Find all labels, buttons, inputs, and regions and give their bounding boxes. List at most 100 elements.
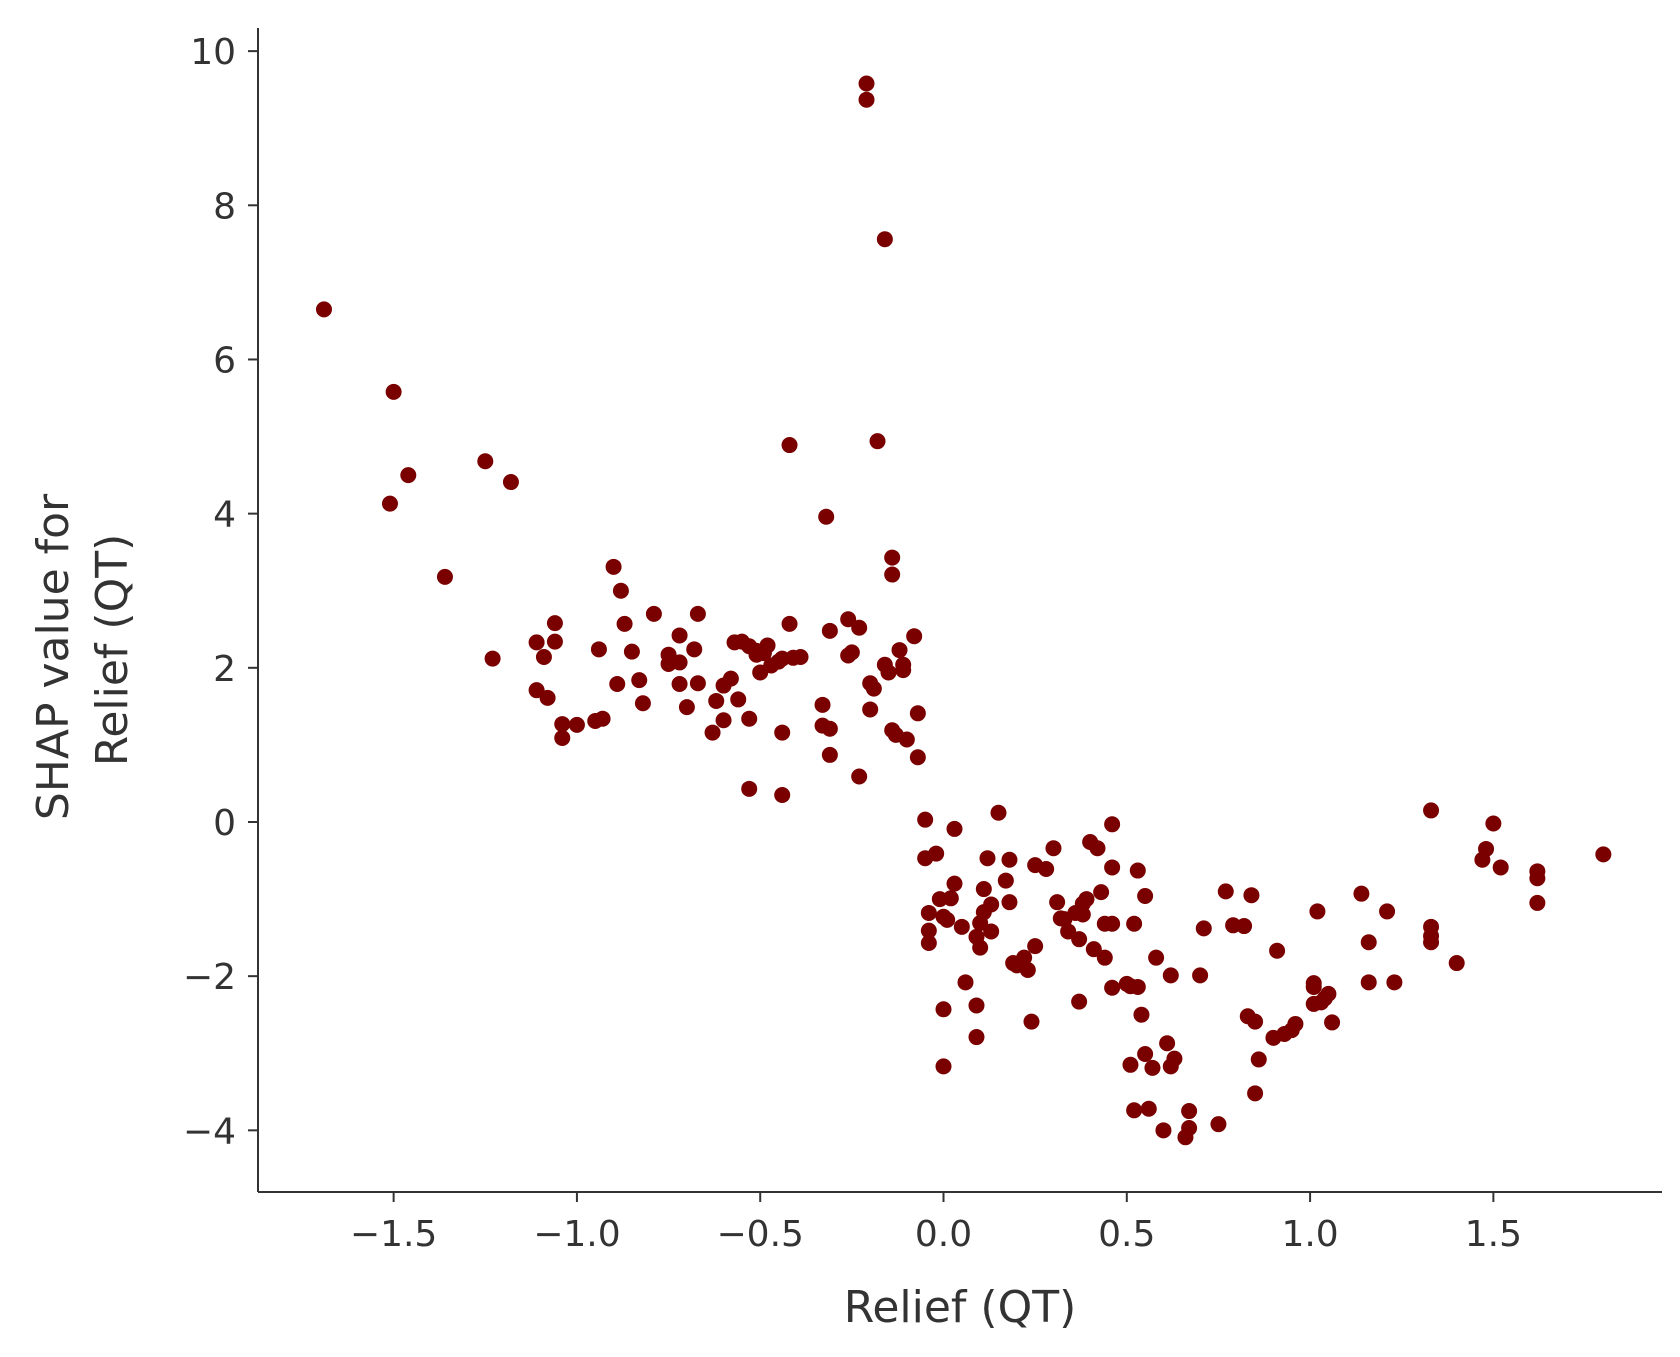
data-point bbox=[821, 720, 838, 737]
data-point bbox=[814, 696, 831, 713]
data-point bbox=[1093, 884, 1110, 901]
data-point bbox=[1386, 974, 1403, 991]
data-point bbox=[1195, 920, 1212, 937]
y-tick-label: 2 bbox=[213, 649, 236, 690]
data-point bbox=[975, 881, 992, 898]
data-point bbox=[1074, 906, 1091, 923]
data-point bbox=[1448, 955, 1465, 972]
data-point bbox=[1269, 942, 1286, 959]
data-point bbox=[1478, 840, 1495, 857]
data-point bbox=[843, 644, 860, 661]
data-point bbox=[1360, 934, 1377, 951]
data-point bbox=[645, 605, 662, 622]
x-tick-label: 0.0 bbox=[915, 1214, 972, 1255]
data-point bbox=[851, 768, 868, 785]
data-point bbox=[1595, 846, 1612, 863]
data-point bbox=[876, 231, 893, 248]
data-point bbox=[968, 1029, 985, 1046]
x-tick-label: −1.5 bbox=[350, 1214, 437, 1255]
x-axis-ticks: −1.5 −1.0 −0.5 0.0 0.5 1.0 1.5 bbox=[350, 1192, 1522, 1255]
data-point bbox=[939, 911, 956, 928]
data-point bbox=[616, 615, 633, 632]
data-point bbox=[946, 875, 963, 892]
data-point bbox=[935, 1058, 952, 1075]
data-point bbox=[953, 918, 970, 935]
data-point bbox=[689, 605, 706, 622]
y-axis-title: SHAP value for Relief (QT) bbox=[28, 480, 138, 820]
data-point bbox=[983, 896, 1000, 913]
data-point bbox=[862, 701, 879, 718]
data-point bbox=[774, 724, 791, 741]
data-point bbox=[1155, 1122, 1172, 1139]
data-point bbox=[1305, 975, 1322, 992]
y-tick-label: 0 bbox=[213, 803, 236, 844]
data-point bbox=[979, 850, 996, 867]
data-point bbox=[484, 650, 501, 667]
x-tick-label: 1.0 bbox=[1281, 1214, 1338, 1255]
data-point bbox=[920, 922, 937, 939]
data-point bbox=[477, 453, 494, 470]
data-point bbox=[997, 872, 1014, 889]
data-point bbox=[1038, 861, 1055, 878]
data-point bbox=[634, 695, 651, 712]
data-point bbox=[1104, 816, 1121, 833]
data-point bbox=[554, 716, 571, 733]
data-point bbox=[1140, 1100, 1157, 1117]
data-point bbox=[671, 676, 688, 693]
data-point bbox=[704, 724, 721, 741]
data-point bbox=[730, 691, 747, 708]
data-point bbox=[1001, 851, 1018, 868]
data-point bbox=[821, 746, 838, 763]
data-point bbox=[895, 662, 912, 679]
data-point bbox=[972, 939, 989, 956]
data-point bbox=[554, 729, 571, 746]
data-point bbox=[1159, 1035, 1176, 1052]
data-point bbox=[774, 787, 791, 804]
data-point bbox=[1045, 840, 1062, 857]
data-point bbox=[792, 649, 809, 666]
data-point bbox=[1104, 979, 1121, 996]
data-point bbox=[1529, 894, 1546, 911]
data-point bbox=[623, 643, 640, 660]
data-point bbox=[880, 664, 897, 681]
data-point bbox=[1485, 815, 1502, 832]
data-point bbox=[568, 716, 585, 733]
data-point bbox=[605, 558, 622, 575]
data-point bbox=[935, 1001, 952, 1018]
data-point bbox=[1133, 1006, 1150, 1023]
data-point bbox=[1320, 985, 1337, 1002]
data-point bbox=[546, 615, 563, 632]
data-point bbox=[1162, 967, 1179, 984]
data-point bbox=[1104, 859, 1121, 876]
data-point bbox=[686, 641, 703, 658]
y-tick-label: 10 bbox=[190, 32, 236, 73]
data-point bbox=[1243, 887, 1260, 904]
data-point bbox=[502, 474, 519, 491]
data-point bbox=[957, 974, 974, 991]
data-point bbox=[400, 467, 417, 484]
data-point bbox=[909, 705, 926, 722]
data-point bbox=[1236, 918, 1253, 935]
data-point bbox=[818, 508, 835, 525]
x-tick-label: 0.5 bbox=[1098, 1214, 1155, 1255]
y-axis-ticks: −4 −2 0 2 4 6 8 10 bbox=[183, 32, 258, 1152]
data-point bbox=[884, 549, 901, 566]
data-point bbox=[1148, 949, 1165, 966]
data-point bbox=[612, 582, 629, 599]
data-point bbox=[1096, 949, 1113, 966]
data-point bbox=[891, 642, 908, 659]
data-point bbox=[946, 820, 963, 837]
data-point bbox=[781, 615, 798, 632]
data-point bbox=[1166, 1050, 1183, 1067]
y-tick-label: −2 bbox=[183, 957, 236, 998]
data-point bbox=[1217, 883, 1234, 900]
data-point bbox=[1085, 941, 1102, 958]
data-point bbox=[385, 383, 402, 400]
data-point bbox=[1423, 802, 1440, 819]
data-point bbox=[436, 568, 453, 585]
data-point bbox=[678, 699, 695, 716]
data-point bbox=[1492, 859, 1509, 876]
data-point bbox=[315, 301, 332, 318]
data-point bbox=[535, 649, 552, 666]
